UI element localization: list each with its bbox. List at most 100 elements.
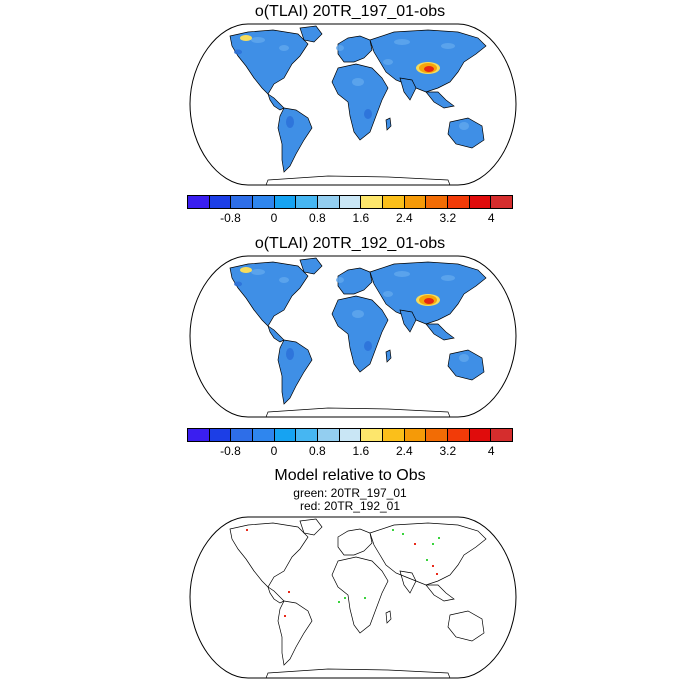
panel-1-title: o(TLAI) 20TR_197_01-obs bbox=[254, 3, 446, 20]
colorbar-swatch bbox=[383, 196, 405, 208]
land-texture-patch bbox=[286, 348, 294, 360]
colorbar-swatch bbox=[188, 429, 210, 441]
comparison-coastlines bbox=[189, 516, 517, 679]
land-texture-patch bbox=[394, 271, 410, 277]
land-texture-patch bbox=[286, 116, 294, 128]
africa-coast bbox=[331, 556, 389, 634]
colorbar-swatch bbox=[274, 429, 297, 441]
land-texture-patch bbox=[441, 43, 455, 49]
central-america-land bbox=[267, 93, 285, 111]
panel-2-colorbar bbox=[187, 428, 513, 442]
panel-1-land-fill bbox=[189, 23, 517, 186]
land-texture-patch bbox=[234, 281, 242, 287]
canada-spot bbox=[240, 35, 252, 41]
colorbar-tick-label: 0.8 bbox=[309, 444, 326, 458]
central-america-coast bbox=[267, 586, 285, 604]
colorbar-tick-label: 0.8 bbox=[309, 211, 326, 225]
australia-land bbox=[447, 349, 485, 381]
land-texture-patch bbox=[251, 269, 265, 275]
australia-land bbox=[447, 117, 485, 149]
green-mark bbox=[438, 537, 440, 539]
land-texture-patch bbox=[352, 78, 364, 86]
antarctica-coast bbox=[265, 407, 451, 418]
red-mark bbox=[432, 565, 434, 567]
madagascar-land bbox=[385, 117, 392, 131]
colorbar-swatch bbox=[318, 196, 340, 208]
colorbar-swatch bbox=[231, 196, 254, 208]
asia-coast bbox=[369, 522, 487, 586]
land-texture-patch bbox=[352, 310, 364, 318]
colorbar-swatch bbox=[209, 429, 232, 441]
colorbar-swatch bbox=[491, 429, 513, 441]
colorbar-swatch bbox=[339, 429, 362, 441]
colorbar-tick-label: 2.4 bbox=[395, 444, 413, 458]
antarctica-coast bbox=[265, 668, 451, 679]
green-mark bbox=[426, 559, 428, 561]
legend-green-label: green: 20TR_197_01 bbox=[293, 486, 407, 500]
land-texture-patch bbox=[383, 291, 393, 297]
colorbar-swatch bbox=[339, 196, 362, 208]
red-mark bbox=[436, 573, 438, 575]
red-mark bbox=[246, 529, 248, 531]
africa-land bbox=[331, 63, 389, 141]
colorbar-swatch bbox=[469, 429, 492, 441]
colorbar-swatch bbox=[253, 196, 275, 208]
madagascar-land bbox=[385, 349, 392, 363]
south-america-land bbox=[277, 107, 313, 173]
north-america-land bbox=[229, 29, 309, 95]
colorbar-tick-label: 4 bbox=[487, 444, 495, 458]
colorbar-swatch bbox=[188, 196, 210, 208]
land-texture-patch bbox=[336, 277, 344, 283]
colorbar-swatch bbox=[231, 429, 254, 441]
europe-land bbox=[337, 35, 373, 63]
colorbar-tick-label: -0.8 bbox=[220, 211, 241, 225]
red-mark bbox=[288, 591, 290, 593]
land-texture-patch bbox=[234, 49, 242, 55]
southeast-asia-land bbox=[425, 323, 455, 341]
colorbar-swatch bbox=[404, 429, 427, 441]
land-texture-patch bbox=[383, 59, 393, 65]
colorbar-swatch bbox=[296, 429, 319, 441]
colorbar-swatch bbox=[296, 196, 319, 208]
panel-1-colorbar bbox=[187, 195, 513, 209]
colorbar-tick-label: 3.2 bbox=[439, 211, 457, 225]
land-texture-patch bbox=[441, 275, 455, 281]
greenland-coast bbox=[299, 518, 323, 536]
colorbar-swatch bbox=[426, 429, 449, 441]
colorbar-swatch bbox=[469, 196, 492, 208]
hotspot-core bbox=[424, 66, 434, 72]
europe-coast bbox=[337, 528, 373, 556]
colorbar-tick-label: -0.8 bbox=[220, 444, 241, 458]
asia-land bbox=[369, 29, 487, 93]
south-america-land bbox=[277, 339, 313, 405]
colorbar-tick-label: 1.6 bbox=[352, 211, 370, 225]
map-border bbox=[189, 23, 517, 186]
colorbar-swatch bbox=[448, 196, 470, 208]
green-mark bbox=[392, 529, 394, 531]
colorbar-swatch bbox=[448, 429, 470, 441]
colorbar-swatch bbox=[274, 196, 297, 208]
green-mark bbox=[402, 533, 404, 535]
colorbar-tick-label: 4 bbox=[487, 211, 495, 225]
legend-red-label: red: 20TR_192_01 bbox=[299, 499, 401, 513]
land-texture-patch bbox=[251, 37, 265, 43]
colorbar-swatch bbox=[253, 429, 275, 441]
green-mark bbox=[364, 597, 366, 599]
southeast-asia-coast bbox=[425, 584, 455, 602]
land-texture-patch bbox=[394, 39, 410, 45]
hotspot-core bbox=[424, 298, 434, 304]
colorbar-swatch bbox=[383, 429, 405, 441]
colorbar-swatch bbox=[491, 196, 513, 208]
land-texture-patch bbox=[364, 341, 372, 351]
antarctica-coast bbox=[265, 175, 451, 186]
india-coast bbox=[399, 570, 417, 594]
colorbar-tick-label: 0 bbox=[270, 444, 278, 458]
green-mark bbox=[432, 543, 434, 545]
greenland-land bbox=[299, 25, 323, 43]
comparison-map bbox=[189, 516, 517, 679]
colorbar-tick-label: 1.6 bbox=[352, 444, 370, 458]
land-texture-patch bbox=[336, 45, 344, 51]
southeast-asia-land bbox=[425, 91, 455, 109]
colorbar-swatch bbox=[318, 429, 340, 441]
map-border bbox=[189, 255, 517, 418]
